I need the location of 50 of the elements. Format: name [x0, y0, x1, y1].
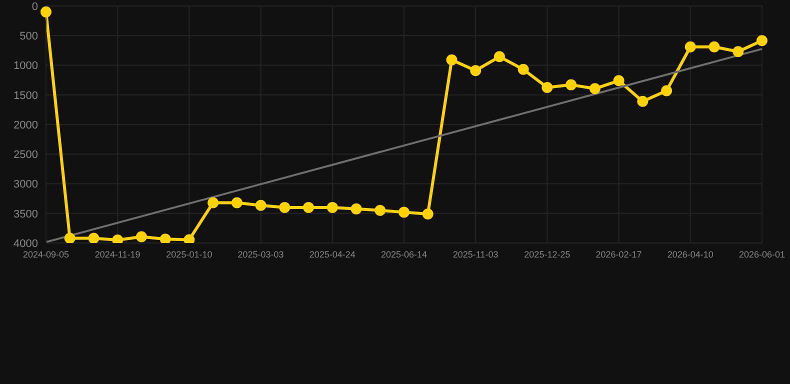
point: [470, 65, 482, 76]
x-tick-label: 2024-11-19: [94, 249, 140, 260]
x-tick-label: 2026-02-17: [596, 249, 642, 260]
x-tick-label: 2025-11-03: [452, 249, 498, 260]
point: [637, 96, 648, 107]
point: [518, 64, 529, 75]
point: [88, 232, 100, 243]
point: [422, 208, 434, 220]
point: [64, 232, 76, 243]
point: [40, 6, 52, 18]
x-tick-label: 2025-04-24: [309, 249, 356, 260]
point: [684, 41, 696, 52]
point: [446, 54, 458, 66]
point: [542, 82, 553, 93]
y-tick-label: 2000: [14, 119, 38, 132]
point: [255, 200, 266, 211]
point: [279, 202, 290, 213]
point: [374, 204, 386, 216]
point: [756, 35, 768, 46]
x-tick-label: 2026-04-10: [667, 249, 714, 260]
y-tick-label: 2500: [14, 149, 38, 162]
point: [160, 234, 171, 243]
y-tick-label: 4000: [14, 238, 38, 250]
x-tick-label: 2025-03-03: [238, 249, 284, 260]
y-tick-label: 1500: [14, 90, 38, 102]
point: [708, 41, 720, 52]
point: [732, 46, 744, 58]
y-tick-label: 3000: [14, 178, 38, 191]
y-tick-label: 0: [32, 0, 38, 13]
point: [184, 234, 195, 243]
x-tick-label: 2025-12-25: [524, 249, 570, 260]
x-tick-label: 2024-09-05: [22, 249, 70, 260]
y-tick-label: 1000: [14, 60, 38, 72]
x-tick-label: 2026-06-01: [738, 249, 786, 260]
point: [350, 203, 362, 214]
point: [589, 83, 600, 94]
point: [613, 75, 624, 86]
point: [398, 206, 410, 218]
point: [661, 85, 672, 96]
point: [136, 231, 147, 242]
x-tick-label: 2025-06-14: [380, 249, 428, 260]
point: [303, 202, 314, 213]
point: [326, 202, 338, 213]
point: [208, 197, 219, 208]
point: [566, 79, 577, 90]
y-tick-label: 3500: [14, 208, 38, 220]
point: [231, 197, 242, 208]
point: [494, 51, 505, 62]
x-tick-label: 2025-01-10: [166, 249, 212, 260]
y-tick-label: 500: [20, 30, 38, 43]
